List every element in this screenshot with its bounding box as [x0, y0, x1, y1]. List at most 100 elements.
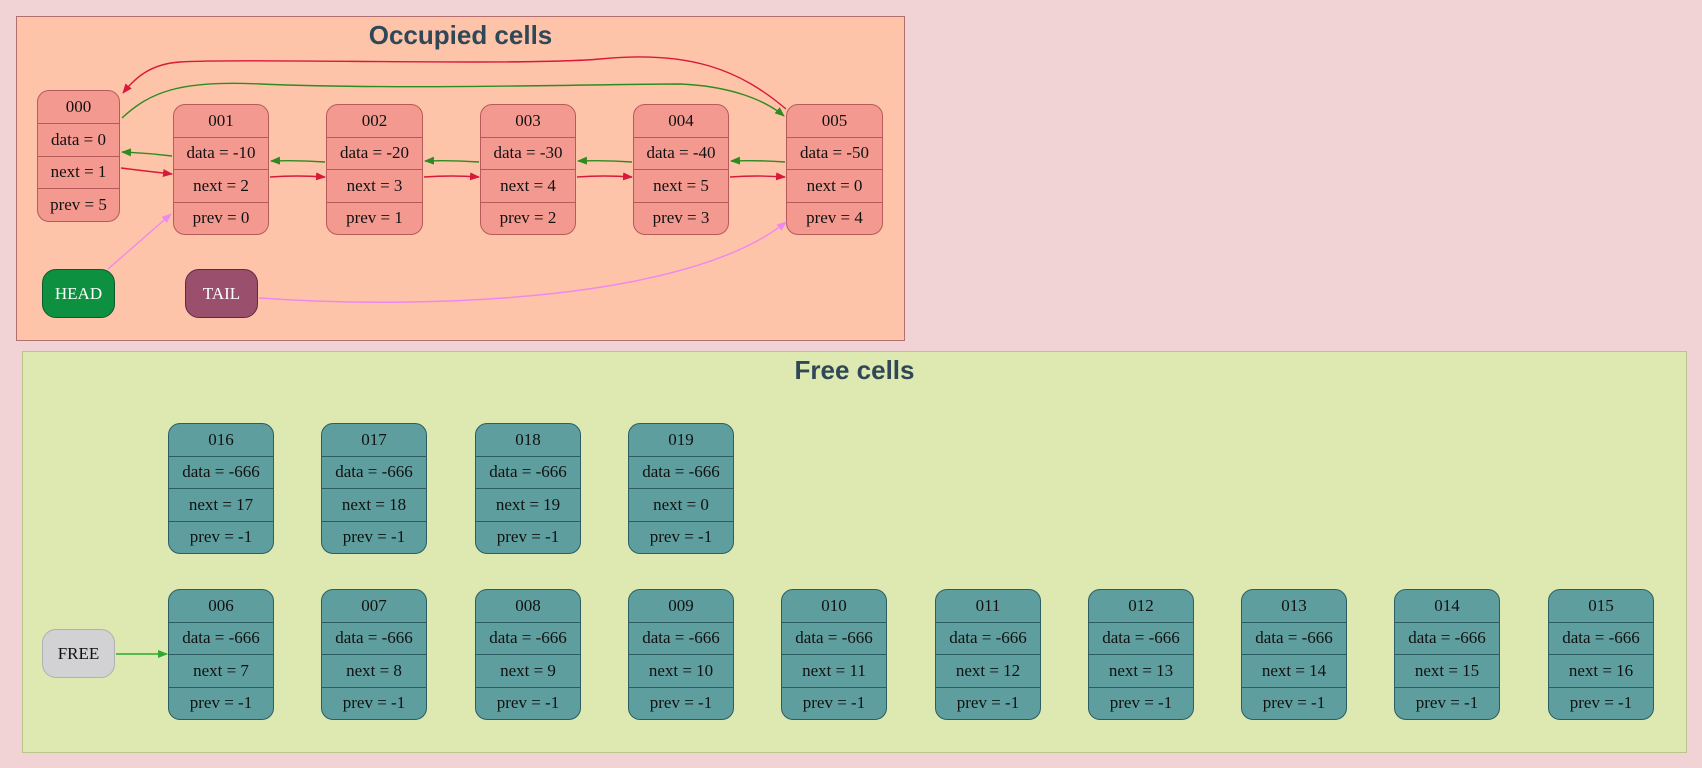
node-next: next = 5	[634, 169, 728, 202]
node-data: data = -666	[1089, 621, 1193, 655]
node-id: 009	[668, 595, 694, 615]
free-node-009[interactable]: 009 data = -666 next = 10 prev = -1	[628, 589, 734, 720]
next-edge-003-004	[576, 172, 633, 181]
node-next: next = 14	[1242, 654, 1346, 687]
occupied-cells-cluster: Occupied cells	[16, 16, 905, 341]
node-prev: prev = -1	[782, 686, 886, 720]
free-node-018[interactable]: 018 data = -666 next = 19 prev = -1	[475, 423, 581, 554]
node-id: 018	[515, 429, 541, 449]
node-prev: prev = -1	[169, 686, 273, 720]
node-id: 013	[1281, 595, 1307, 615]
head-edge	[107, 213, 172, 270]
node-next: next = 9	[476, 654, 580, 687]
node-id: 012	[1128, 595, 1154, 615]
node-data: data = -666	[782, 621, 886, 655]
node-data: data = -666	[476, 621, 580, 655]
node-next: next = 3	[327, 169, 422, 202]
node-next: next = 18	[322, 488, 426, 521]
node-id: 014	[1434, 595, 1460, 615]
free-node-010[interactable]: 010 data = -666 next = 11 prev = -1	[781, 589, 887, 720]
free-node-011[interactable]: 011 data = -666 next = 12 prev = -1	[935, 589, 1041, 720]
node-data: data = -666	[1549, 621, 1653, 655]
free-node-008[interactable]: 008 data = -666 next = 9 prev = -1	[475, 589, 581, 720]
free-node-019[interactable]: 019 data = -666 next = 0 prev = -1	[628, 423, 734, 554]
occupied-node-002[interactable]: 002 data = -20 next = 3 prev = 1	[326, 104, 423, 235]
node-data: data = -20	[327, 136, 422, 170]
node-data: data = -666	[322, 455, 426, 489]
node-prev: prev = 2	[481, 201, 575, 235]
node-id: 005	[821, 110, 848, 130]
node-next: next = 13	[1089, 654, 1193, 687]
occupied-node-005[interactable]: 005 data = -50 next = 0 prev = 4	[786, 104, 883, 235]
occupied-node-001[interactable]: 001 data = -10 next = 2 prev = 0	[173, 104, 269, 235]
node-id: 008	[515, 595, 541, 615]
node-data: data = -666	[169, 621, 273, 655]
node-data: data = -666	[629, 455, 733, 489]
tail-edge	[258, 221, 787, 303]
node-next: next = 12	[936, 654, 1040, 687]
occupied-node-003[interactable]: 003 data = -30 next = 4 prev = 2	[480, 104, 576, 235]
free-node-014[interactable]: 014 data = -666 next = 15 prev = -1	[1394, 589, 1500, 720]
node-prev: prev = -1	[322, 686, 426, 720]
node-id: 006	[208, 595, 234, 615]
node-data: data = -666	[1242, 621, 1346, 655]
node-prev: prev = 1	[327, 201, 422, 235]
free-node-015[interactable]: 015 data = -666 next = 16 prev = -1	[1548, 589, 1654, 720]
node-id: 011	[975, 595, 1001, 615]
node-prev: prev = -1	[322, 520, 426, 554]
node-id: 007	[361, 595, 387, 615]
prev-edge-001-000	[121, 148, 173, 157]
node-next: next = 2	[174, 169, 268, 202]
node-prev: prev = -1	[1549, 686, 1653, 720]
free-node-013[interactable]: 013 data = -666 next = 14 prev = -1	[1241, 589, 1347, 720]
node-next: next = 0	[629, 488, 733, 521]
node-prev: prev = -1	[936, 686, 1040, 720]
node-next: next = 16	[1549, 654, 1653, 687]
free-node-017[interactable]: 017 data = -666 next = 18 prev = -1	[321, 423, 427, 554]
free-cells-title: Free cells	[794, 355, 915, 385]
free-node-012[interactable]: 012 data = -666 next = 13 prev = -1	[1088, 589, 1194, 720]
node-prev: prev = 0	[174, 201, 268, 235]
free-node-016[interactable]: 016 data = -666 next = 17 prev = -1	[168, 423, 274, 554]
node-data: data = -666	[322, 621, 426, 655]
node-data: data = 0	[38, 122, 119, 156]
node-next: next = 17	[169, 488, 273, 521]
node-id: 004	[668, 110, 694, 130]
head-pointer[interactable]: HEAD	[42, 269, 115, 318]
node-data: data = -666	[629, 621, 733, 655]
node-data: data = -666	[169, 455, 273, 489]
next-edge-004-005	[729, 172, 786, 181]
node-next: next = 8	[322, 654, 426, 687]
node-id: 001	[208, 110, 234, 130]
free-node-006[interactable]: 006 data = -666 next = 7 prev = -1	[168, 589, 274, 720]
node-prev: prev = -1	[169, 520, 273, 554]
free-node-007[interactable]: 007 data = -666 next = 8 prev = -1	[321, 589, 427, 720]
node-id: 003	[515, 110, 541, 130]
prev-edge-005-004	[730, 156, 786, 165]
node-next: next = 7	[169, 654, 273, 687]
node-data: data = -666	[936, 621, 1040, 655]
node-prev: prev = -1	[1395, 686, 1499, 720]
free-pointer[interactable]: FREE	[42, 629, 115, 678]
node-prev: prev = -1	[476, 520, 580, 554]
node-data: data = -666	[476, 455, 580, 489]
node-prev: prev = -1	[1089, 686, 1193, 720]
node-id: 000	[65, 96, 92, 116]
occupied-node-000[interactable]: 000 data = 0 next = 1 prev = 5	[37, 90, 120, 222]
node-data: data = -40	[634, 136, 728, 170]
node-next: next = 0	[787, 169, 882, 202]
next-edge-000-001	[120, 167, 173, 177]
occupied-node-004[interactable]: 004 data = -40 next = 5 prev = 3	[633, 104, 729, 235]
next-edge-001-002	[269, 172, 326, 181]
node-prev: prev = -1	[629, 686, 733, 720]
node-prev: prev = 3	[634, 201, 728, 235]
node-data: data = -30	[481, 136, 575, 170]
node-id: 002	[361, 110, 388, 130]
node-data: data = -50	[787, 136, 882, 170]
tail-pointer[interactable]: TAIL	[185, 269, 258, 318]
prev-edge-002-001	[270, 156, 326, 165]
next-edge-005-000	[122, 56, 787, 110]
next-edge-002-003	[423, 172, 480, 181]
node-id: 015	[1588, 595, 1614, 615]
